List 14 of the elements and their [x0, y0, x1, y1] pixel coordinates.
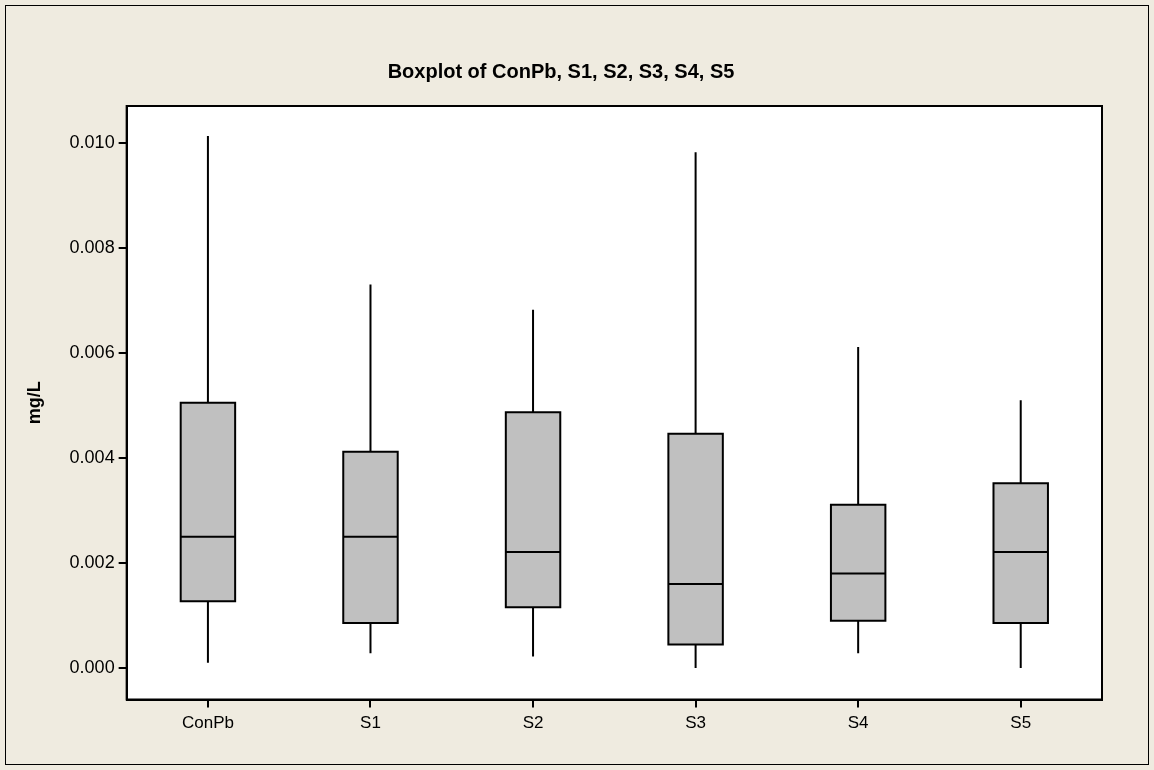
y-tick-label: 0.010 — [69, 131, 115, 152]
x-tick-label: ConPb — [181, 713, 234, 733]
x-tick-label: S5 — [1010, 713, 1032, 733]
y-tick-label: 0.000 — [69, 657, 115, 678]
y-tick-label: 0.006 — [69, 341, 115, 362]
y-tick-label: 0.008 — [69, 236, 115, 257]
chart-title: Boxplot of ConPb, S1, S2, S3, S4, S5 — [387, 59, 735, 82]
y-tick-label: 0.002 — [69, 551, 115, 572]
x-tick-label: S3 — [685, 713, 706, 733]
y-tick-label: 0.004 — [69, 446, 115, 467]
y-axis-title: mg/L — [23, 381, 44, 425]
x-tick-label: S1 — [360, 713, 381, 733]
x-tick-label: S4 — [847, 713, 869, 733]
x-tick-label: S2 — [522, 713, 544, 733]
